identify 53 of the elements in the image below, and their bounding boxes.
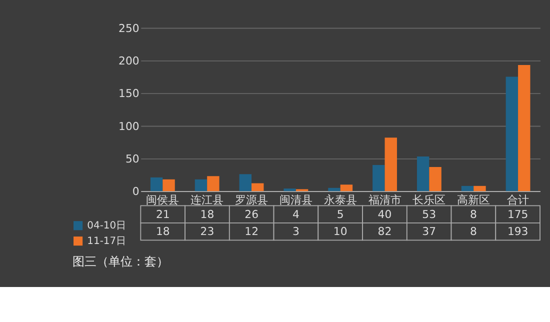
data-label: 26 bbox=[244, 208, 259, 221]
x-tick-label: 合计 bbox=[507, 193, 530, 206]
data-label: 193 bbox=[507, 225, 528, 238]
legend-label: 11-17日 bbox=[87, 236, 126, 247]
bar bbox=[518, 65, 530, 192]
data-label: 5 bbox=[336, 208, 344, 221]
data-label: 18 bbox=[200, 208, 214, 221]
bar bbox=[207, 176, 220, 192]
data-label: 21 bbox=[156, 208, 170, 221]
data-label: 53 bbox=[422, 208, 436, 221]
bar bbox=[384, 138, 397, 192]
y-tick-label: 200 bbox=[118, 54, 140, 68]
x-tick-label: 连江县 bbox=[190, 193, 224, 206]
bar bbox=[328, 188, 340, 192]
bar bbox=[150, 177, 163, 192]
y-tick-label: 0 bbox=[132, 185, 140, 198]
data-label: 23 bbox=[200, 225, 214, 238]
text: 图三（单位：套） bbox=[72, 254, 169, 269]
bar bbox=[284, 188, 296, 192]
bar bbox=[372, 165, 385, 192]
data-label: 10 bbox=[333, 225, 348, 238]
legend-label: 04-10日 bbox=[87, 220, 126, 232]
bar bbox=[239, 174, 252, 192]
bar bbox=[506, 76, 518, 192]
bar bbox=[474, 186, 486, 192]
data-label: 3 bbox=[292, 225, 300, 238]
x-tick-label: 福清市 bbox=[368, 193, 402, 206]
data-label: 12 bbox=[244, 225, 259, 238]
x-tick-label: 罗源县 bbox=[235, 193, 268, 206]
bar bbox=[252, 183, 264, 192]
y-tick-label: 150 bbox=[118, 87, 140, 100]
data-label: 40 bbox=[378, 208, 392, 221]
data-label: 4 bbox=[292, 208, 300, 221]
data-label: 37 bbox=[422, 225, 436, 238]
x-tick-label: 高新区 bbox=[457, 193, 490, 206]
bar bbox=[162, 179, 175, 192]
data-label: 82 bbox=[378, 225, 392, 238]
y-tick-label: 50 bbox=[125, 152, 140, 166]
bar bbox=[340, 184, 353, 192]
data-label: 8 bbox=[470, 225, 477, 238]
x-tick-label: 闽侯县 bbox=[146, 193, 180, 206]
y-tick-label: 250 bbox=[118, 22, 140, 35]
bar bbox=[461, 186, 474, 192]
data-label: 8 bbox=[470, 208, 477, 221]
x-tick-label: 永泰县 bbox=[324, 193, 357, 206]
data-label: 175 bbox=[507, 208, 528, 221]
data-label: 18 bbox=[156, 225, 170, 238]
bar bbox=[194, 179, 208, 192]
x-tick-label: 长乐区 bbox=[412, 193, 446, 206]
bar bbox=[416, 156, 430, 192]
x-tick-label: 闽清县 bbox=[279, 193, 312, 206]
y-tick-label: 100 bbox=[118, 120, 140, 133]
bar bbox=[429, 166, 442, 192]
